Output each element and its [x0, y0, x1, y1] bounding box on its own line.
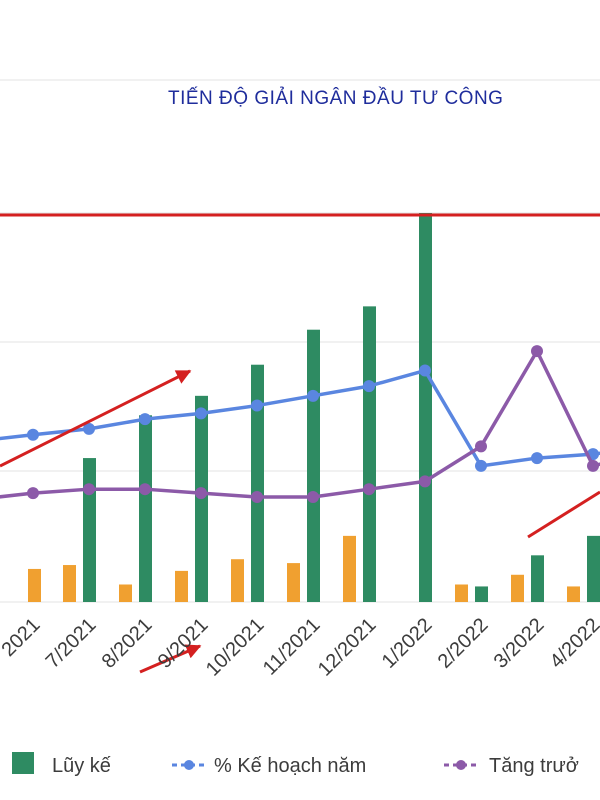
bar-orange-6 — [343, 535, 356, 602]
bar-luy-ke-2 — [139, 415, 152, 602]
point-1-4 — [251, 490, 263, 503]
trend-line-right — [527, 490, 600, 539]
bar-orange-4 — [231, 559, 244, 602]
legend-dot-tang-truong — [456, 760, 466, 770]
point-0-8 — [475, 459, 487, 472]
x-tick-label: 2021 — [0, 614, 45, 661]
bar-orange-5 — [287, 563, 300, 602]
point-0-7 — [419, 364, 431, 377]
x-tick-label: 4/2022 — [546, 614, 600, 673]
legend-label-tang-truong: Tăng trưở — [489, 755, 579, 777]
bar-luy-ke-8 — [475, 586, 488, 602]
bar-orange-10 — [567, 586, 580, 602]
x-tick-label: 11/2021 — [259, 614, 325, 680]
point-1-10 — [587, 459, 599, 472]
x-tick-label: 1/2022 — [378, 614, 437, 673]
point-1-1 — [83, 483, 95, 496]
legend-swatch-luy-ke — [12, 752, 34, 774]
point-1-8 — [475, 440, 487, 453]
legend-label-ke-hoach: % Kế hoạch năm — [214, 755, 366, 777]
point-1-3 — [195, 487, 207, 500]
bar-orange-9 — [511, 574, 524, 602]
x-tick-label: 7/2021 — [42, 614, 101, 673]
annotations — [0, 213, 600, 674]
bar-luy-ke-10 — [587, 535, 600, 602]
x-tick-label: 12/2021 — [314, 614, 381, 681]
bar-orange-8 — [455, 584, 468, 602]
point-0-6 — [363, 380, 375, 393]
x-tick-label: 10/2021 — [202, 614, 269, 681]
point-0-3 — [195, 407, 207, 420]
x-tick-label: 8/2021 — [98, 614, 157, 673]
bar-luy-ke-4 — [251, 364, 264, 602]
point-0-4 — [251, 399, 263, 412]
legend: Lũy kế % Kế hoạch năm Tăng trưở — [12, 752, 579, 777]
point-1-0 — [27, 487, 39, 500]
bar-orange-0 — [28, 568, 41, 602]
point-1-6 — [363, 483, 375, 496]
series-line-0 — [0, 368, 600, 468]
point-0-5 — [307, 389, 319, 402]
bar-orange-1 — [63, 565, 76, 602]
bar-orange-2 — [119, 584, 132, 602]
point-0-1 — [83, 422, 95, 435]
trend-arrow-upper — [0, 369, 192, 468]
point-1-2 — [139, 483, 151, 496]
x-axis-ticks: 20217/20218/20219/202110/202111/202112/2… — [0, 614, 600, 681]
legend-dot-ke-hoach — [184, 760, 194, 770]
point-0-2 — [139, 413, 151, 426]
chart-title: TIẾN ĐỘ GIẢI NGÂN ĐẦU TƯ CÔNG — [168, 87, 503, 109]
point-0-0 — [27, 428, 39, 441]
bar-luy-ke-7 — [419, 213, 432, 602]
bar-luy-ke-1 — [83, 458, 96, 602]
point-1-5 — [307, 490, 319, 503]
bar-luy-ke-6 — [363, 306, 376, 602]
bar-orange-3 — [175, 570, 188, 602]
trend-arrow-lower — [139, 644, 202, 674]
legend-label-luy-ke: Lũy kế — [52, 755, 111, 777]
x-tick-label: 3/2022 — [490, 614, 549, 673]
point-1-9 — [531, 345, 543, 358]
point-0-9 — [531, 452, 543, 465]
x-tick-label: 2/2022 — [434, 614, 493, 673]
point-1-7 — [419, 475, 431, 488]
bar-luy-ke-9 — [531, 555, 544, 602]
bar-luy-ke-5 — [307, 329, 320, 602]
lines — [0, 345, 600, 503]
